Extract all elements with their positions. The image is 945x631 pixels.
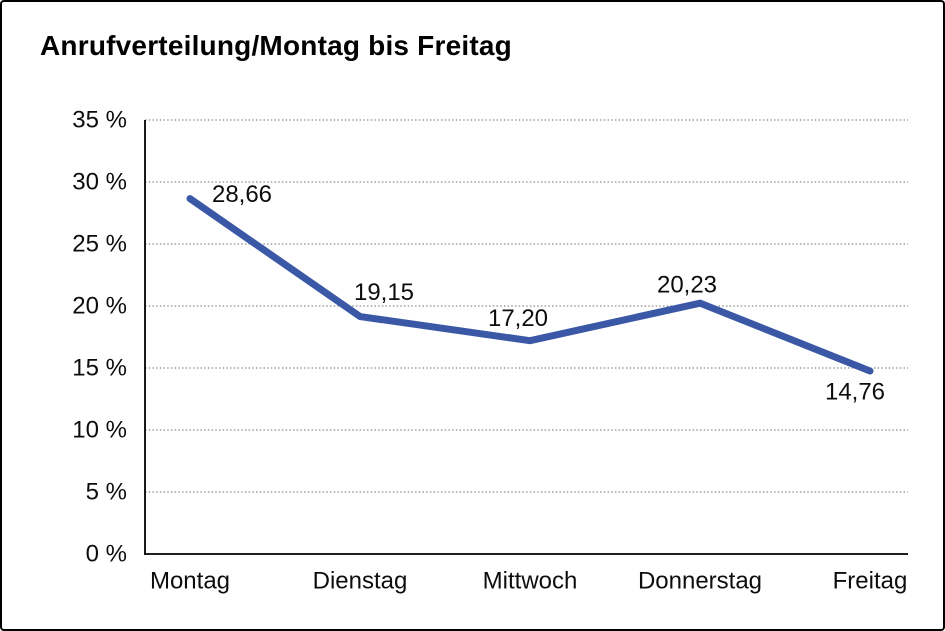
data-point-label: 28,66 <box>212 181 272 208</box>
y-tick-label: 5 % <box>86 479 127 506</box>
y-tick-label: 15 % <box>72 355 127 382</box>
y-tick-label: 0 % <box>86 541 127 568</box>
data-point-label: 20,23 <box>657 272 717 299</box>
data-point-label: 14,76 <box>825 378 885 405</box>
x-category-label: Dienstag <box>313 568 408 595</box>
data-point-label: 17,20 <box>488 305 548 332</box>
x-category-label: Freitag <box>833 568 908 595</box>
data-series-line <box>186 195 874 375</box>
y-tick-label: 35 % <box>72 107 127 134</box>
x-category-label: Mittwoch <box>483 568 578 595</box>
y-tick-label: 10 % <box>72 417 127 444</box>
y-tick-label: 20 % <box>72 293 127 320</box>
chart-title: Anrufverteilung/Montag bis Freitag <box>40 30 512 61</box>
y-tick-label: 30 % <box>72 169 127 196</box>
y-tick-label: 25 % <box>72 231 127 258</box>
x-category-label: Montag <box>150 568 230 595</box>
x-category-label: Donnerstag <box>638 568 762 595</box>
data-point-label: 19,15 <box>354 279 414 306</box>
